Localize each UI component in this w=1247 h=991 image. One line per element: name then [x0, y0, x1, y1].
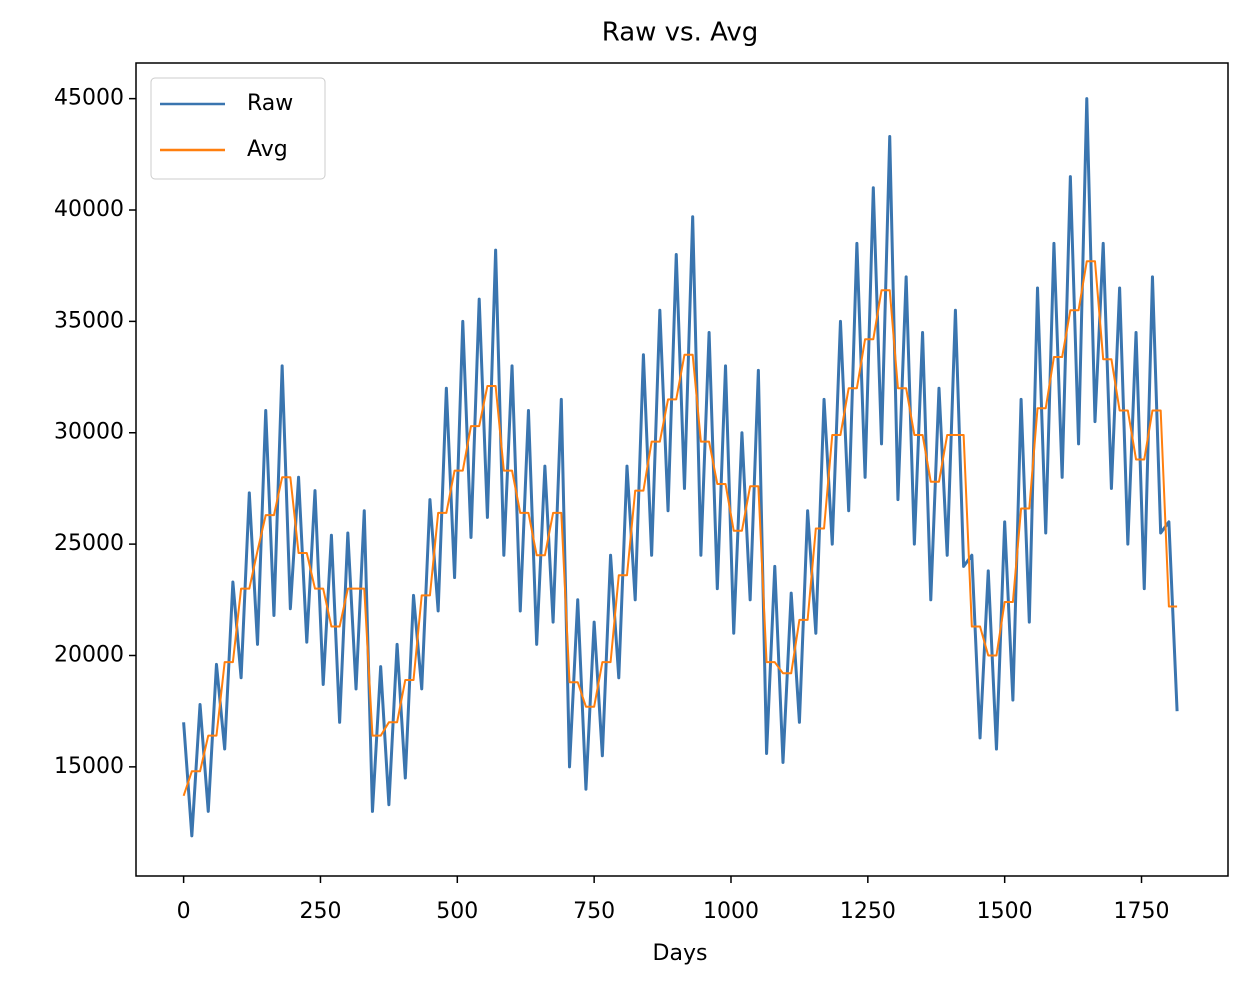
x-tick-label: 250 — [299, 899, 341, 924]
x-tick-label: 1750 — [1114, 899, 1170, 924]
data-line — [182, 260, 1178, 797]
y-tick-label: 40000 — [54, 197, 124, 222]
x-tick-label: 0 — [177, 899, 191, 924]
y-tick-label: 35000 — [54, 308, 124, 333]
x-tick-label: 1250 — [840, 899, 896, 924]
y-tick-label: 15000 — [54, 754, 124, 779]
x-tick-label: 1500 — [977, 899, 1033, 924]
legend-frame — [150, 77, 326, 180]
x-tick-label: 500 — [436, 899, 478, 924]
y-tick-label: 30000 — [54, 420, 124, 445]
y-tick-label: 25000 — [54, 531, 124, 556]
x-tick-label: 750 — [573, 899, 615, 924]
y-tick-label: 20000 — [54, 642, 124, 667]
plot-frame — [135, 62, 1229, 877]
x-axis-label: Days — [653, 941, 708, 966]
legend: Raw Avg — [150, 77, 326, 180]
y-tick-label: 45000 — [54, 86, 124, 111]
chart-title: Raw vs. Avg — [602, 18, 759, 48]
legend-label: Raw — [247, 91, 293, 116]
legend-label: Avg — [247, 137, 288, 162]
x-tick-label: 1000 — [703, 899, 759, 924]
data-line — [182, 97, 1179, 838]
